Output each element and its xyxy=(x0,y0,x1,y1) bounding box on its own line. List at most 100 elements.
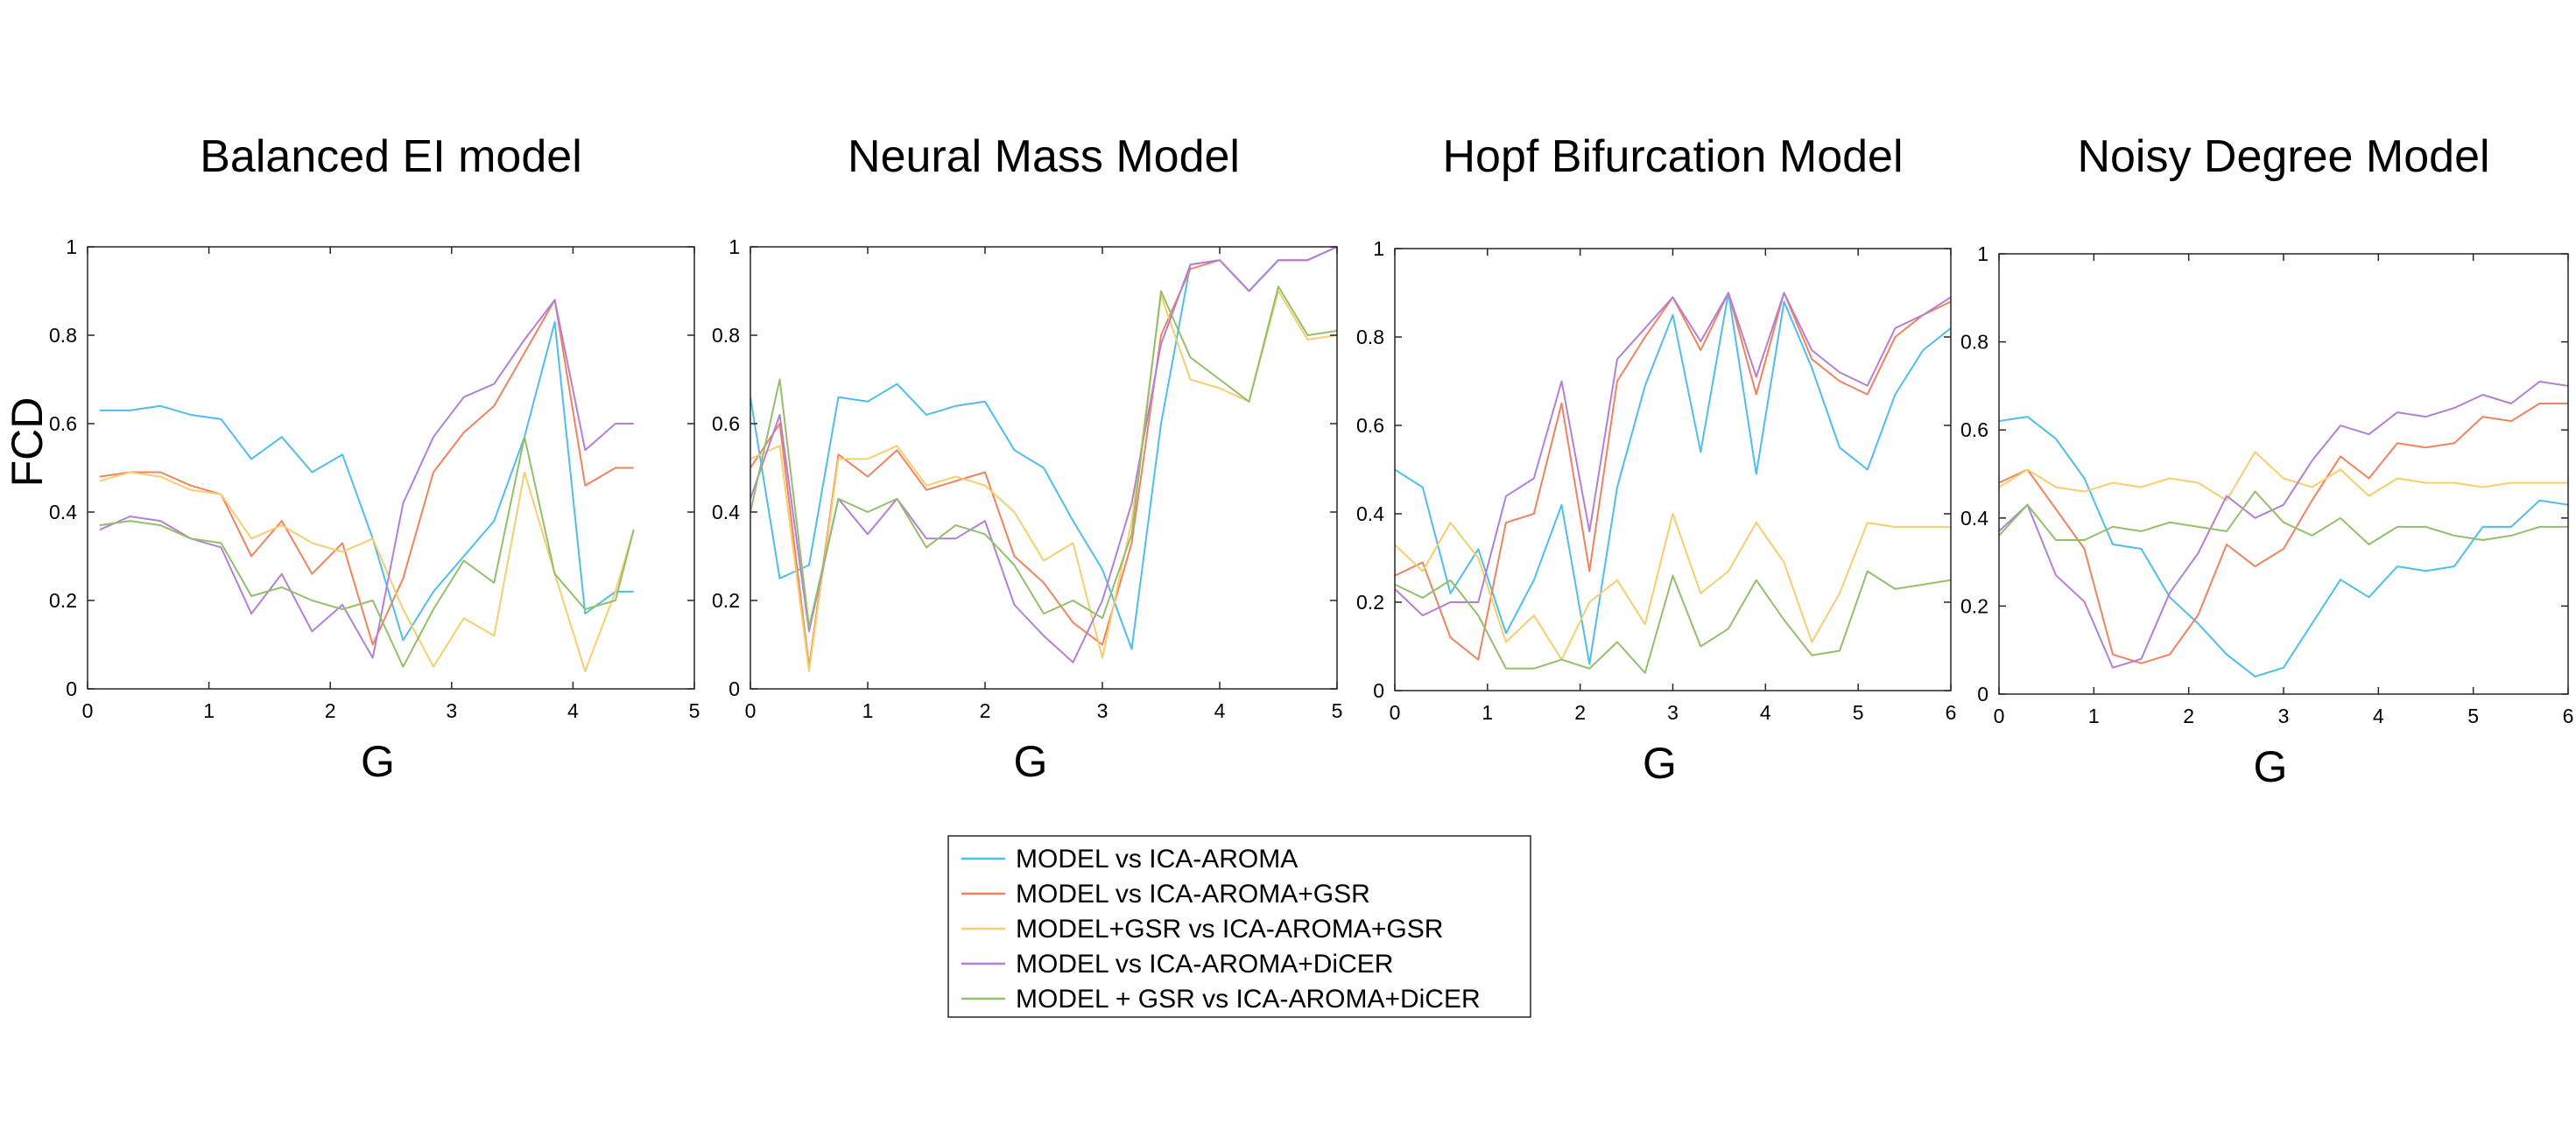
legend-label: MODEL vs ICA-AROMA+DiCER xyxy=(1016,950,1393,979)
series-line-3 xyxy=(750,290,1337,672)
y-axis-label-fcd: FCD xyxy=(3,397,52,488)
panel-title: Hopf Bifurcation Model xyxy=(1442,131,1903,182)
legend-entry: MODEL vs ICA-AROMA+GSR xyxy=(961,880,1370,909)
x-tick-label: 2 xyxy=(980,699,991,722)
series-line-4 xyxy=(99,298,634,659)
series-line-5 xyxy=(1395,570,1951,674)
y-tick-label: 0.4 xyxy=(712,501,740,523)
y-tick-label: 0.6 xyxy=(1960,418,1988,441)
x-tick-label: 2 xyxy=(325,699,336,722)
legend-label: MODEL + GSR vs ICA-AROMA+DiCER xyxy=(1016,985,1481,1014)
series-line-1 xyxy=(1395,291,1951,665)
legend-label: MODEL+GSR vs ICA-AROMA+GSR xyxy=(1016,915,1443,944)
y-tick-label: 0.4 xyxy=(1356,502,1384,525)
chart-panel-1: Balanced EI model 0 1 2 3 4 5 0 0.2 0.4 0.6 0.8 1 G xyxy=(49,131,700,786)
x-tick-label: 0 xyxy=(1390,701,1401,724)
series-line-2 xyxy=(99,298,634,646)
x-tick-label: 3 xyxy=(446,699,457,722)
y-tick-label: 0.2 xyxy=(1356,591,1384,614)
x-axis-label: G xyxy=(2254,742,2288,791)
panel-title: Neural Mass Model xyxy=(848,131,1240,182)
x-tick-label: 1 xyxy=(1482,701,1493,724)
y-tick-label: 0 xyxy=(1373,679,1384,702)
x-tick-label: 2 xyxy=(2183,705,2194,727)
series-line-1 xyxy=(1999,416,2568,677)
x-tick-label: 4 xyxy=(567,699,579,722)
y-tick-label: 1 xyxy=(1977,242,1988,265)
x-tick-label: 5 xyxy=(2467,705,2479,727)
x-tick-label: 6 xyxy=(2563,705,2574,727)
series-group xyxy=(1999,380,2568,677)
y-tick-label: 0.6 xyxy=(49,412,77,435)
series-group xyxy=(750,247,1337,672)
x-tick-label: 6 xyxy=(1946,701,1957,724)
chart-panel-4: Noisy Degree Model 0 1 2 3 4 5 6 0 0.2 0.4 0.6 0.8 1 G xyxy=(1960,131,2573,791)
legend-entry: MODEL+GSR vs ICA-AROMA+GSR xyxy=(961,915,1443,944)
x-tick-label: 1 xyxy=(203,699,215,722)
axes-box xyxy=(1998,253,2569,695)
y-tick-label: 0.2 xyxy=(49,589,77,612)
chart-panel-3: Hopf Bifurcation Model 0 1 2 3 4 5 6 0 0.2 0.4 0.6 0… xyxy=(1356,131,1956,788)
series-line-4 xyxy=(1999,380,2568,669)
series-line-4 xyxy=(1395,291,1951,617)
series-line-4 xyxy=(750,247,1337,663)
x-tick-label: 5 xyxy=(1853,701,1864,724)
series-line-2 xyxy=(1999,403,2568,664)
y-tick-label: 0.8 xyxy=(1960,331,1988,354)
axes-box xyxy=(750,246,1338,690)
series-line-1 xyxy=(750,247,1337,650)
y-tick-label: 0.2 xyxy=(1960,594,1988,617)
legend-label: MODEL vs ICA-AROMA+GSR xyxy=(1016,880,1370,909)
y-tick-label: 0 xyxy=(728,677,740,700)
series-line-3 xyxy=(1999,451,2568,502)
y-tick-label: 0.6 xyxy=(1356,414,1384,437)
legend-box xyxy=(947,835,1531,1018)
x-tick-label: 3 xyxy=(1667,701,1679,724)
x-tick-label: 0 xyxy=(1994,705,2005,727)
y-tick-label: 1 xyxy=(66,235,77,258)
x-tick-label: 0 xyxy=(745,699,757,722)
x-tick-label: 2 xyxy=(1574,701,1586,724)
series-line-3 xyxy=(1395,513,1951,661)
y-tick-label: 1 xyxy=(728,235,740,258)
y-tick-label: 0.8 xyxy=(712,324,740,347)
axes-box xyxy=(87,246,695,690)
y-tick-label: 0 xyxy=(1977,683,1988,705)
x-tick-label: 1 xyxy=(862,699,874,722)
series-group xyxy=(1395,291,1951,674)
y-tick-label: 1 xyxy=(1373,237,1384,260)
series-line-2 xyxy=(1395,291,1951,661)
chart-panel-2: Neural Mass Model 0 1 2 3 4 5 0 0.2 0.4 0.6 0.8 1 G xyxy=(712,131,1342,786)
x-tick-label: 1 xyxy=(2088,705,2100,727)
x-axis-label: G xyxy=(1643,739,1677,788)
x-tick-label: 4 xyxy=(1214,699,1226,722)
x-tick-label: 3 xyxy=(1097,699,1109,722)
y-tick-label: 0 xyxy=(66,677,77,700)
legend-entry: MODEL + GSR vs ICA-AROMA+DiCER xyxy=(961,985,1481,1014)
x-tick-label: 4 xyxy=(1760,701,1771,724)
y-tick-label: 0.8 xyxy=(1356,326,1384,348)
legend: MODEL vs ICA-AROMA MODEL vs ICA-AROMA+GSR… xyxy=(947,835,1531,1018)
series-line-5 xyxy=(1999,490,2568,545)
legend-entry: MODEL vs ICA-AROMA xyxy=(961,845,1298,874)
y-tick-label: 0.2 xyxy=(712,589,740,612)
x-tick-label: 5 xyxy=(689,699,700,722)
x-tick-label: 5 xyxy=(1332,699,1343,722)
y-tick-label: 0.4 xyxy=(1960,507,1988,530)
panel-title: Balanced EI model xyxy=(200,131,582,182)
x-axis-label: G xyxy=(361,737,395,786)
y-tick-label: 0.4 xyxy=(49,501,77,523)
x-tick-label: 0 xyxy=(82,699,94,722)
series-line-5 xyxy=(750,285,1337,628)
series-line-2 xyxy=(750,247,1337,668)
legend-label: MODEL vs ICA-AROMA xyxy=(1016,845,1298,874)
y-tick-label: 0.8 xyxy=(49,324,77,347)
series-line-5 xyxy=(99,436,635,668)
panel-title: Noisy Degree Model xyxy=(2077,131,2489,182)
x-axis-label: G xyxy=(1014,737,1048,786)
x-tick-label: 4 xyxy=(2373,705,2384,727)
y-tick-label: 0.6 xyxy=(712,412,740,435)
series-group xyxy=(99,298,635,672)
